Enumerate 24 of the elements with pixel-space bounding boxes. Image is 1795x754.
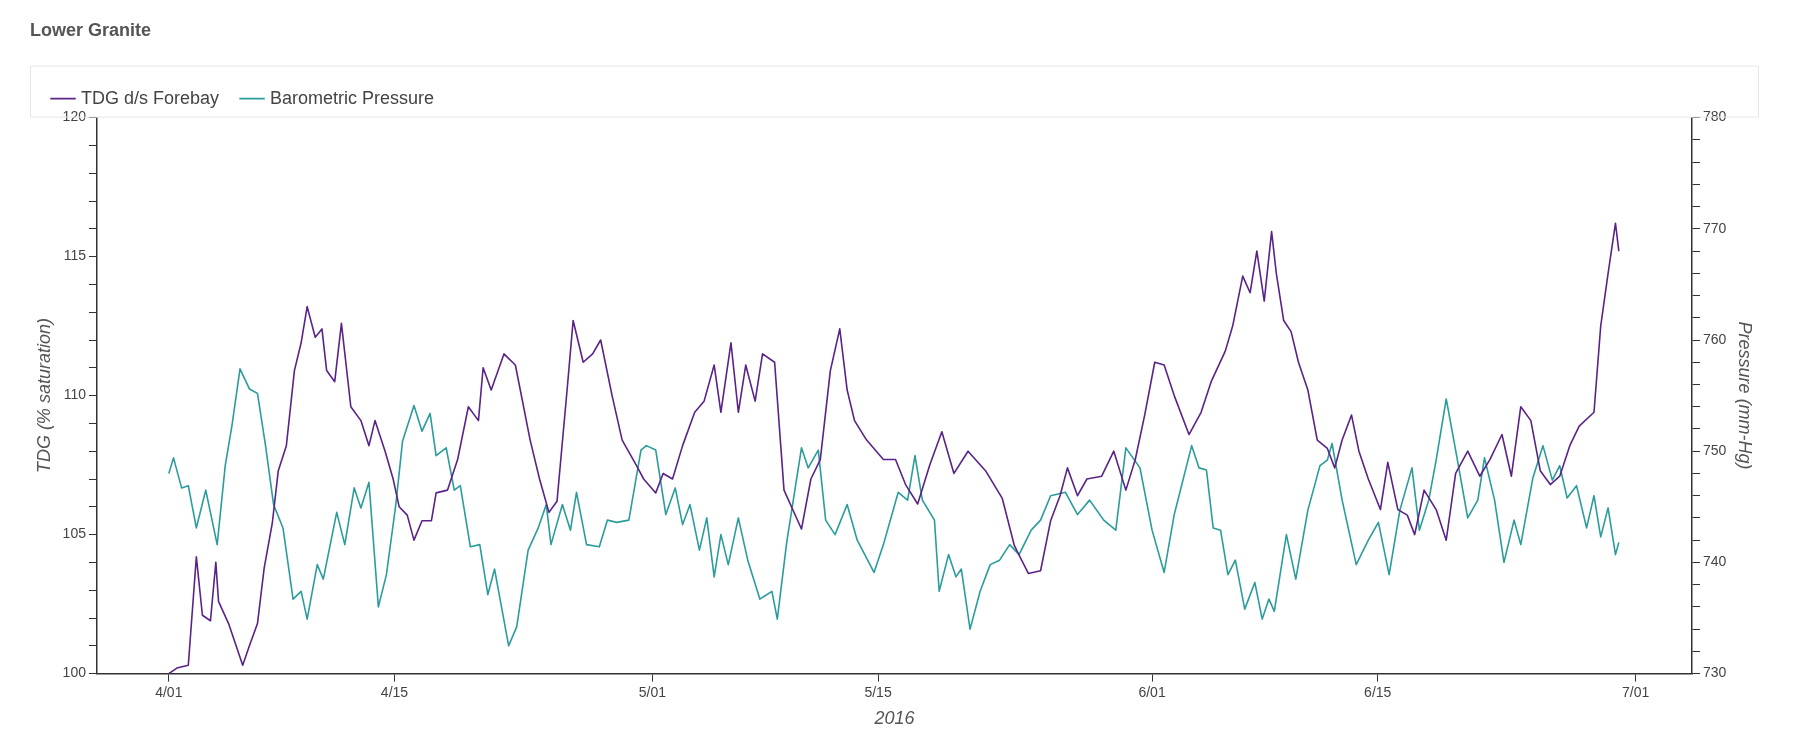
y-tick-label: 120	[62, 108, 87, 125]
x-tick-label: 4/15	[380, 683, 409, 700]
y2-tick-label: 760	[1703, 330, 1727, 347]
x-tick-label: 6/01	[1138, 683, 1166, 700]
chart-title: Lower Granite	[30, 19, 152, 40]
x-tick-label: 4/01	[155, 683, 183, 700]
y2-tick-label: 770	[1703, 219, 1727, 236]
y2-tick-label: 750	[1703, 442, 1727, 459]
x-tick-label: 7/01	[1622, 683, 1650, 700]
x-tick-label: 6/15	[1364, 683, 1392, 700]
y2-tick-label: 730	[1703, 664, 1727, 681]
legend-label: TDG d/s Forebay	[81, 87, 220, 108]
x-tick-label: 5/15	[864, 683, 892, 700]
y2-tick-label: 740	[1703, 553, 1727, 570]
x-axis-title: 2016	[873, 708, 916, 729]
y-tick-label: 110	[63, 386, 87, 403]
legend-label: Barometric Pressure	[270, 87, 435, 108]
y2-tick-label: 780	[1703, 108, 1727, 125]
y-tick-label: 105	[62, 525, 87, 542]
y-axis-title: TDG (% saturation)	[33, 318, 54, 474]
y-tick-label: 115	[63, 247, 87, 264]
x-tick-label: 5/01	[638, 683, 667, 700]
y-tick-label: 100	[62, 664, 87, 681]
y2-axis-title: Pressure (mm-Hg)	[1735, 321, 1756, 470]
